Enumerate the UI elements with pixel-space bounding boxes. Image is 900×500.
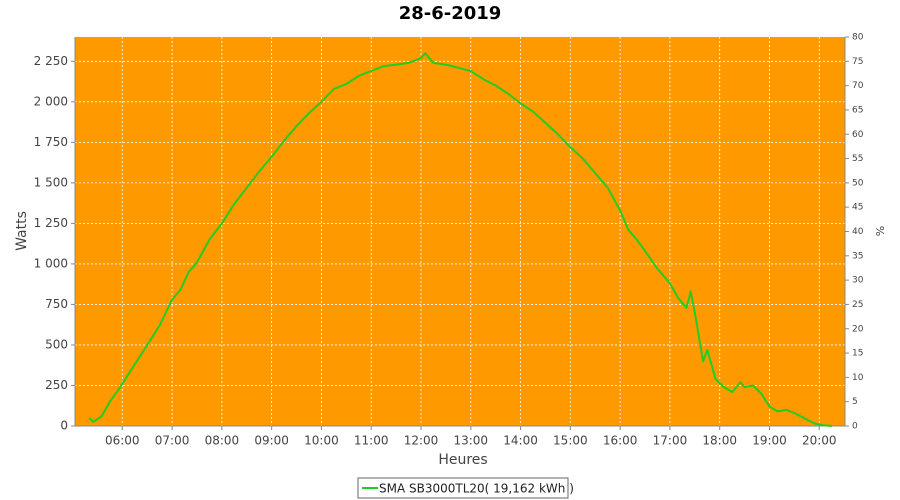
x-tick-label: 11:00 bbox=[354, 434, 389, 448]
x-tick-label: 14:00 bbox=[503, 434, 538, 448]
legend-label: SMA SB3000TL20( 19,162 kWh ) bbox=[379, 482, 574, 496]
x-tick-label: 19:00 bbox=[752, 434, 787, 448]
x-tick-label: 18:00 bbox=[702, 434, 737, 448]
x-tick-label: 17:00 bbox=[653, 434, 688, 448]
y-tick-label: 250 bbox=[45, 378, 68, 392]
y2-tick-label: 5 bbox=[852, 397, 858, 407]
x-tick-label: 16:00 bbox=[603, 434, 638, 448]
y-tick-label: 2 000 bbox=[34, 94, 68, 108]
x-tick-label: 10:00 bbox=[304, 434, 339, 448]
y2-tick-label: 65 bbox=[852, 105, 863, 115]
y2-tick-label: 30 bbox=[852, 276, 864, 286]
y2-tick-label: 80 bbox=[852, 33, 864, 43]
y-tick-label: 1 750 bbox=[34, 135, 68, 149]
x-tick-label: 13:00 bbox=[453, 434, 488, 448]
x-tick-label: 12:00 bbox=[404, 434, 439, 448]
y-tick-label: 1 000 bbox=[34, 256, 68, 270]
y2-tick-label: 15 bbox=[852, 349, 863, 359]
y2-tick-label: 60 bbox=[852, 130, 864, 140]
x-tick-label: 06:00 bbox=[105, 434, 140, 448]
y-tick-label: 0 bbox=[60, 419, 68, 433]
x-tick-label: 20:00 bbox=[802, 434, 837, 448]
y2-tick-label: 0 bbox=[852, 422, 858, 432]
x-axis-label: Heures bbox=[438, 452, 487, 468]
y2-tick-label: 20 bbox=[852, 324, 864, 334]
x-tick-label: 08:00 bbox=[205, 434, 240, 448]
y-tick-label: 1 250 bbox=[34, 216, 68, 230]
y2-tick-label: 25 bbox=[852, 300, 863, 310]
y2-tick-label: 50 bbox=[852, 178, 864, 188]
chart-title: 28-6-2019 bbox=[399, 3, 502, 24]
y2-tick-label: 75 bbox=[852, 57, 863, 67]
y-tick-label: 500 bbox=[45, 337, 68, 351]
y-axis-label: Watts bbox=[14, 211, 30, 251]
y2-tick-label: 35 bbox=[852, 251, 863, 261]
x-tick-label: 09:00 bbox=[254, 434, 289, 448]
y2-tick-label: 10 bbox=[852, 373, 864, 383]
legend-box bbox=[357, 477, 569, 499]
y-tick-label: 2 250 bbox=[34, 54, 68, 68]
y2-tick-label: 40 bbox=[852, 227, 864, 237]
plot-area bbox=[75, 37, 845, 426]
y-tick-label: 750 bbox=[45, 297, 68, 311]
y2-tick-label: 45 bbox=[852, 203, 863, 213]
y2-axis-label: % bbox=[874, 226, 887, 236]
y2-tick-label: 55 bbox=[852, 154, 863, 164]
y2-tick-label: 70 bbox=[852, 81, 864, 91]
x-tick-label: 15:00 bbox=[553, 434, 588, 448]
y-tick-label: 1 500 bbox=[34, 175, 68, 189]
x-tick-label: 07:00 bbox=[155, 434, 190, 448]
data-line bbox=[88, 52, 832, 427]
